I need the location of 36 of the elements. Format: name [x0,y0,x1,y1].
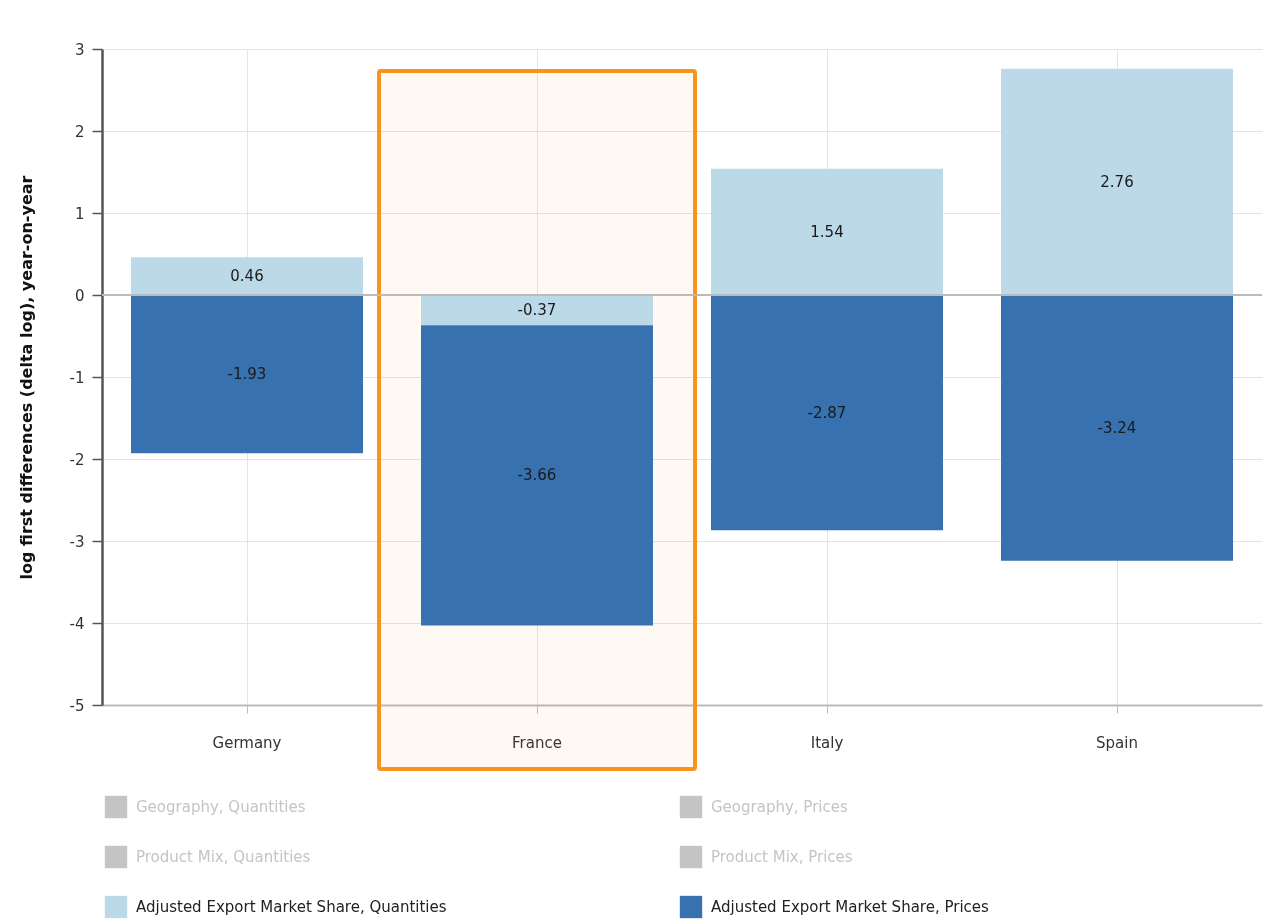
data-label: -3.66 [517,466,557,485]
y-axis-title: log first differences (delta log), year-on-year [16,175,36,580]
y-tick-label: 1 [74,204,85,223]
legend-label: Adjusted Export Market Share, Quantities [136,898,447,916]
y-tick-label: -3 [69,532,85,551]
data-label: -1.93 [227,365,267,384]
bar [421,325,653,626]
bar [131,295,363,454]
y-tick-label: -1 [69,368,85,387]
data-label: 1.54 [810,222,844,241]
data-label: -0.37 [517,301,557,320]
bar [1001,295,1233,561]
data-label: 0.46 [230,267,264,286]
x-tick-label: Italy [810,733,844,752]
legend-label: Product Mix, Prices [711,848,853,866]
y-tick-label: 3 [74,40,85,59]
data-label: -2.87 [807,403,847,422]
y-tick-label: 2 [74,122,85,141]
data-label: 2.76 [1100,172,1134,191]
y-tick-label: -4 [69,614,85,633]
y-tick-label: -2 [69,450,85,469]
bar [711,168,943,295]
legend-label: Geography, Prices [711,798,848,816]
y-tick-label: -5 [69,696,85,715]
bar [131,257,363,295]
x-tick-label: Germany [212,733,282,752]
bar [711,295,943,531]
bar [1001,68,1233,295]
y-tick-label: 0 [74,286,85,305]
x-tick-label: France [512,733,562,752]
x-tick-label: Spain [1096,733,1138,752]
legend-label: Product Mix, Quantities [136,848,311,866]
legend-label: Adjusted Export Market Share, Prices [711,898,990,916]
data-label: -3.24 [1097,418,1137,437]
legend-label: Geography, Quantities [136,798,306,816]
bar [421,295,653,326]
